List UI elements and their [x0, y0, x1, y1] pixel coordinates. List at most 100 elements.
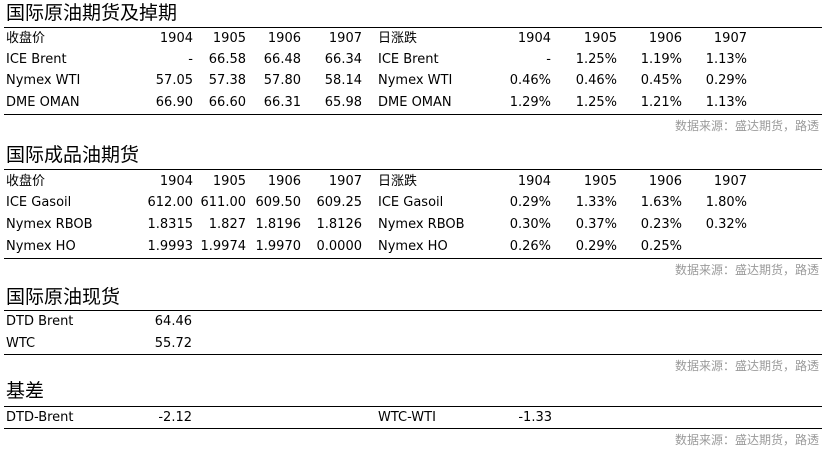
price-cell: 1.9970	[255, 239, 302, 254]
spot-name: DTD Brent	[6, 314, 74, 329]
month-header: 1906	[648, 174, 682, 189]
row-name: ICE Gasoil	[378, 195, 444, 210]
month-header: 1905	[212, 174, 246, 189]
source-note: 数据来源：盛达期货，路透	[674, 263, 819, 277]
basis-name: WTC-WTI	[378, 410, 436, 425]
source-note: 数据来源：盛达期货，路透	[674, 359, 819, 373]
change-cell: 1.33%	[575, 195, 617, 210]
price-cell: 57.38	[208, 73, 246, 88]
spot-value: 55.72	[154, 336, 192, 351]
month-header: 1904	[517, 31, 551, 46]
month-header: 1906	[648, 31, 682, 46]
price-cell: 609.25	[316, 195, 363, 210]
price-cell: 58.14	[324, 73, 362, 88]
change-cell: 1.63%	[640, 195, 682, 210]
basis-name: DTD-Brent	[6, 410, 74, 425]
row-name: DME OMAN	[6, 95, 80, 110]
price-cell: 57.05	[155, 73, 193, 88]
change-cell: 1.13%	[705, 95, 747, 110]
change-cell: 0.25%	[640, 239, 682, 254]
change-cell: 0.37%	[575, 217, 617, 232]
row-name: ICE Brent	[378, 52, 439, 67]
price-cell: 66.90	[155, 95, 193, 110]
month-header: 1907	[328, 31, 362, 46]
divider	[4, 169, 822, 170]
price-cell: 1.8315	[147, 217, 194, 232]
month-header: 1905	[212, 31, 246, 46]
price-cell: 66.58	[208, 52, 246, 67]
change-cell: 1.25%	[575, 95, 617, 110]
change-cell: 0.46%	[509, 73, 551, 88]
daily-change-label: 日涨跌	[378, 31, 418, 46]
change-cell: 0.46%	[575, 73, 617, 88]
row-name: Nymex HO	[6, 239, 76, 254]
row-name: ICE Brent	[6, 52, 67, 67]
change-cell: -	[546, 52, 551, 67]
basis-value: -1.33	[518, 410, 552, 425]
settle-price-label: 收盘价	[6, 174, 46, 189]
month-header: 1905	[583, 174, 617, 189]
change-cell: 1.13%	[705, 52, 747, 67]
settle-price-label: 收盘价	[6, 31, 46, 46]
price-cell: 1.8196	[255, 217, 302, 232]
section-title-basis: 基差	[6, 380, 45, 402]
month-header: 1904	[517, 174, 551, 189]
divider	[4, 27, 822, 28]
daily-change-label: 日涨跌	[378, 174, 418, 189]
divider	[4, 114, 822, 115]
divider	[4, 406, 822, 407]
price-cell: 612.00	[147, 195, 194, 210]
change-cell: 1.29%	[509, 95, 551, 110]
price-cell: -	[188, 52, 193, 67]
price-cell: 65.98	[324, 95, 362, 110]
price-cell: 66.31	[263, 95, 301, 110]
month-header: 1907	[328, 174, 362, 189]
change-cell: 1.21%	[640, 95, 682, 110]
row-name: Nymex WTI	[6, 73, 81, 88]
price-cell: 609.50	[255, 195, 302, 210]
divider	[4, 354, 822, 355]
row-name: DME OMAN	[378, 95, 452, 110]
price-cell: 611.00	[200, 195, 247, 210]
price-cell: 66.34	[324, 52, 362, 67]
price-cell: 0.0000	[316, 239, 363, 254]
month-header: 1907	[713, 174, 747, 189]
change-cell: 1.19%	[640, 52, 682, 67]
section-title-crude-futures: 国际原油期货及掉期	[6, 2, 178, 24]
change-cell: 0.30%	[509, 217, 551, 232]
change-cell: 0.29%	[509, 195, 551, 210]
row-name: Nymex HO	[378, 239, 448, 254]
price-cell: 66.48	[263, 52, 301, 67]
basis-value: -2.12	[158, 410, 192, 425]
price-cell: 57.80	[263, 73, 301, 88]
month-header: 1904	[159, 31, 193, 46]
spot-name: WTC	[6, 336, 36, 351]
divider	[4, 310, 822, 311]
month-header: 1904	[159, 174, 193, 189]
divider	[4, 258, 822, 259]
price-cell: 1.9974	[200, 239, 247, 254]
month-header: 1905	[583, 31, 617, 46]
change-cell: 0.29%	[705, 73, 747, 88]
source-note: 数据来源：盛达期货，路透	[674, 433, 819, 447]
change-cell: 0.32%	[705, 217, 747, 232]
section-title-spot: 国际原油现货	[6, 286, 121, 308]
change-cell: 0.23%	[640, 217, 682, 232]
section-title-product-futures: 国际成品油期货	[6, 144, 140, 166]
month-header: 1906	[267, 31, 301, 46]
change-cell: 1.80%	[705, 195, 747, 210]
price-cell: 1.8126	[316, 217, 363, 232]
divider	[4, 428, 822, 429]
spot-value: 64.46	[154, 314, 192, 329]
price-cell: 66.60	[208, 95, 246, 110]
row-name: ICE Gasoil	[6, 195, 72, 210]
price-cell: 1.9993	[147, 239, 194, 254]
change-cell: 1.25%	[575, 52, 617, 67]
price-cell: 1.827	[208, 217, 246, 232]
change-cell: 0.45%	[640, 73, 682, 88]
source-note: 数据来源：盛达期货，路透	[674, 119, 819, 133]
month-header: 1906	[267, 174, 301, 189]
month-header: 1907	[713, 31, 747, 46]
change-cell: 0.26%	[509, 239, 551, 254]
row-name: Nymex WTI	[378, 73, 453, 88]
